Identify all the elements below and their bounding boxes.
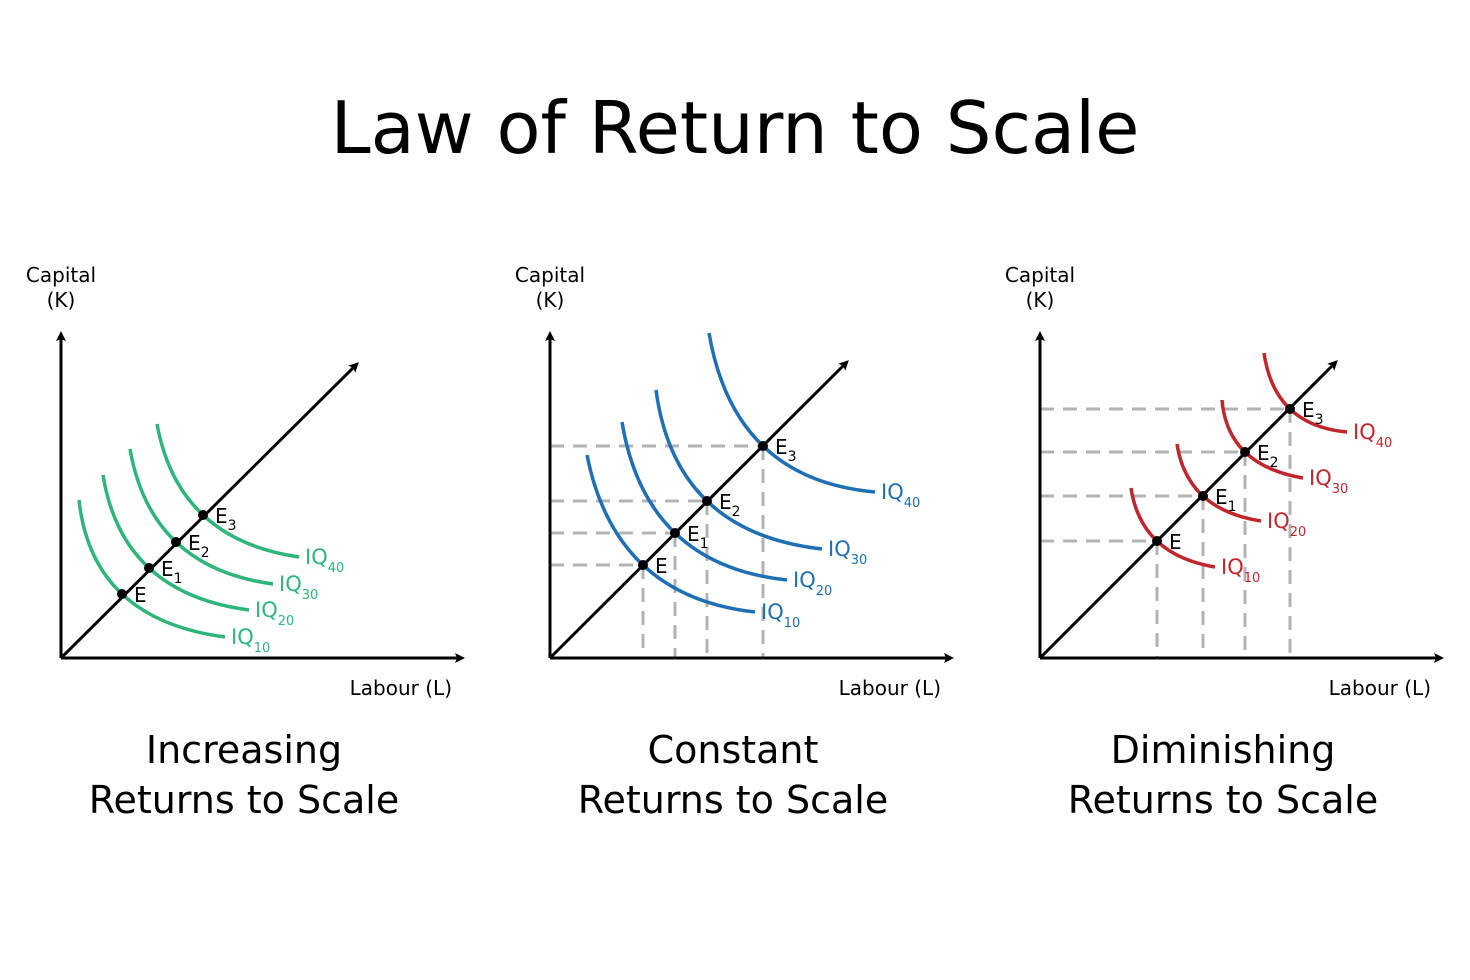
- y-axis-label: Capital: [1005, 263, 1075, 287]
- isoquant-label: IQ10: [761, 600, 800, 631]
- equilibrium-label: E3: [775, 435, 797, 465]
- panel-caption-line1: Diminishing: [1111, 728, 1336, 772]
- expansion-path: [1038, 360, 1338, 660]
- isoquant-label: IQ40: [881, 480, 920, 511]
- x-axis-label: Labour (L): [1329, 676, 1431, 700]
- panel-caption-line2: Returns to Scale: [578, 778, 888, 822]
- expansion-path: [548, 360, 849, 660]
- equilibrium-point: [638, 560, 648, 570]
- x-axis-label: Labour (L): [839, 676, 941, 700]
- panel-caption-line2: Returns to Scale: [89, 778, 399, 822]
- panel-caption-line2: Returns to Scale: [1068, 778, 1378, 822]
- y-axis-unit: (K): [1026, 288, 1055, 312]
- equilibrium-point: [670, 528, 680, 538]
- panel-caption-line1: Constant: [648, 728, 819, 772]
- panel-2: Capital(K) Labour (L) IQ10 E IQ20 E1 IQ30 E2 IQ4…: [515, 263, 954, 822]
- isoquant-label: IQ30: [279, 572, 318, 603]
- panel-1: Capital(K) Labour (L) IQ10 E IQ20 E1 IQ30 E2 IQ4…: [26, 263, 465, 822]
- isoquant-label: IQ10: [1221, 555, 1260, 586]
- equilibrium-point: [1152, 536, 1162, 546]
- equilibrium-point: [1240, 447, 1250, 457]
- equilibrium-label: E1: [687, 522, 709, 552]
- equilibrium-point: [758, 441, 768, 451]
- y-axis-unit: (K): [47, 288, 76, 312]
- panel-3: Capital(K) Labour (L) IQ10 E IQ20 E1 IQ30 E2 IQ4…: [1005, 263, 1444, 822]
- equilibrium-point: [198, 510, 208, 520]
- isoquant-label: IQ20: [1267, 509, 1306, 540]
- equilibrium-label: E2: [719, 490, 741, 520]
- isoquant-label: IQ30: [1309, 466, 1348, 497]
- isoquant-label: IQ10: [231, 625, 270, 656]
- equilibrium-label: E1: [1215, 485, 1237, 515]
- isoquant-label: IQ40: [1353, 420, 1392, 451]
- isoquant-curve: [707, 332, 876, 494]
- isoquant-label: IQ20: [793, 568, 832, 599]
- y-axis-label: Capital: [26, 263, 96, 287]
- equilibrium-label: E1: [161, 557, 183, 587]
- isoquant-label: IQ40: [305, 545, 344, 576]
- page-title: Law of Return to Scale: [331, 86, 1140, 170]
- isoquant-label: IQ20: [255, 598, 294, 629]
- equilibrium-label: E: [134, 583, 147, 607]
- y-axis-label: Capital: [515, 263, 585, 287]
- equilibrium-point: [1198, 491, 1208, 501]
- equilibrium-point: [1285, 404, 1295, 414]
- panel-caption-line1: Increasing: [146, 728, 342, 772]
- equilibrium-label: E3: [1302, 398, 1324, 428]
- isoquant-label: IQ30: [828, 537, 867, 568]
- equilibrium-label: E2: [188, 531, 210, 561]
- equilibrium-point: [144, 563, 154, 573]
- expansion-path: [59, 362, 359, 660]
- equilibrium-label: E: [1169, 530, 1182, 554]
- equilibrium-label: E3: [215, 504, 237, 534]
- equilibrium-label: E2: [1257, 441, 1279, 471]
- y-axis-unit: (K): [536, 288, 565, 312]
- equilibrium-point: [171, 537, 181, 547]
- equilibrium-label: E: [655, 554, 668, 578]
- x-axis-label: Labour (L): [350, 676, 452, 700]
- equilibrium-point: [702, 496, 712, 506]
- equilibrium-point: [117, 589, 127, 599]
